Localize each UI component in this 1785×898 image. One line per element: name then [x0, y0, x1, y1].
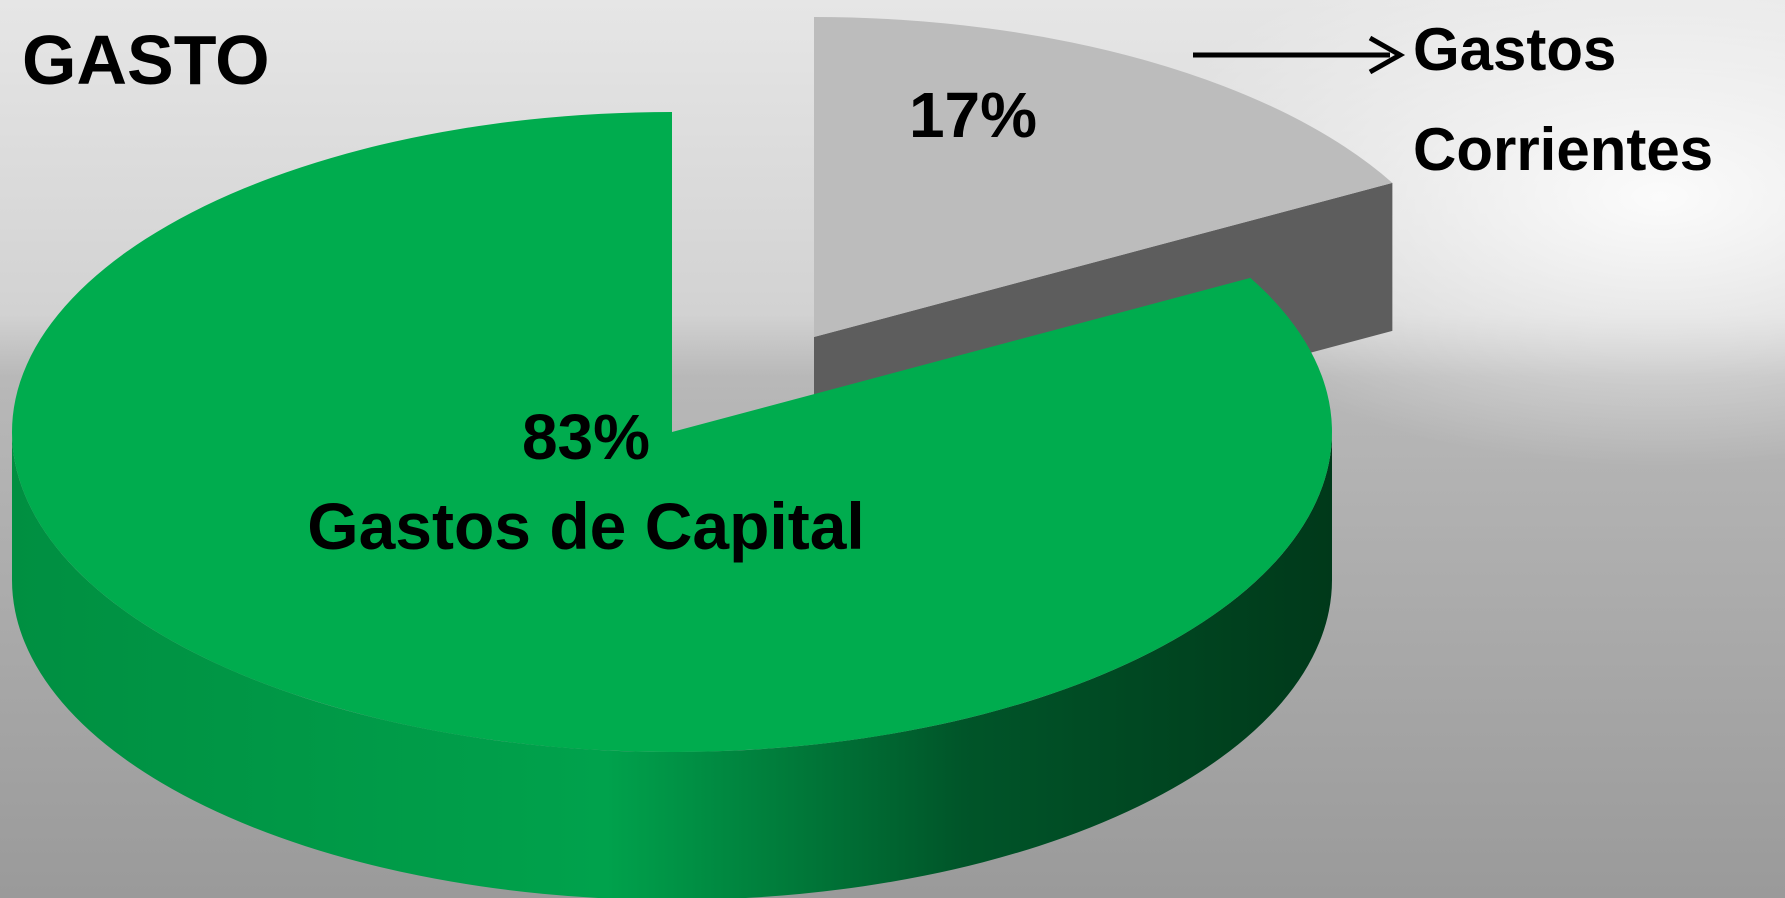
arrow-head	[1368, 35, 1406, 75]
slice	[814, 17, 1393, 337]
chart-title: GASTO	[22, 21, 270, 99]
slice	[11, 112, 1332, 752]
value-label: 17%	[908, 79, 1038, 151]
category-label: Gastos Corrientes	[1413, 16, 1714, 183]
value-label: 83%	[521, 401, 651, 473]
category-label: Gastos de Capital	[307, 489, 865, 563]
slice-wall	[12, 432, 1332, 898]
pie	[11, 17, 1393, 898]
